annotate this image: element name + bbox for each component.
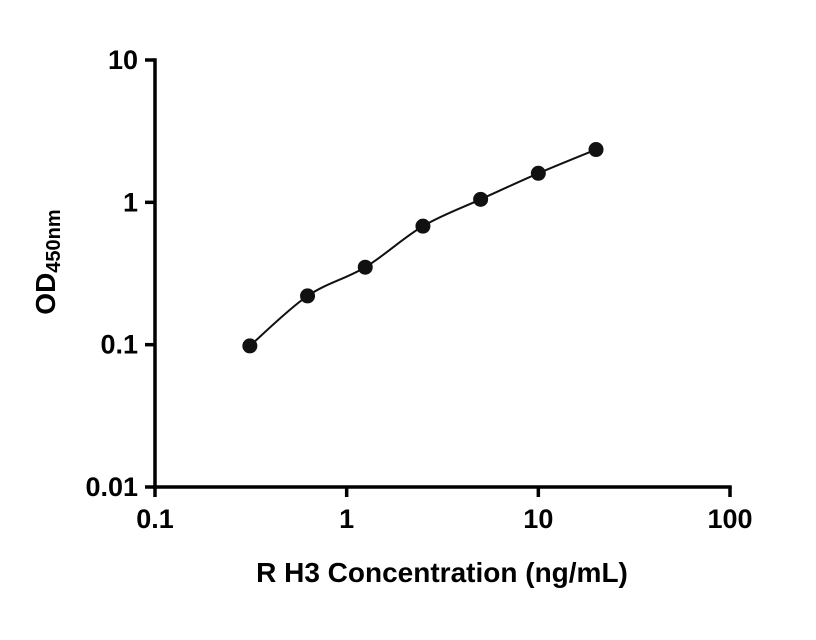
data-point [473,191,489,207]
data-point [530,165,546,181]
y-tick-label: 1 [123,187,138,217]
data-point [415,218,431,234]
x-tick-label: 10 [523,504,553,534]
x-axis-label: R H3 Concentration (ng/mL) [256,557,628,588]
y-tick-label: 0.1 [100,330,138,360]
y-axis-label: OD450nm [30,209,65,314]
x-tick-label: 0.1 [136,504,174,534]
y-tick-label: 10 [108,45,138,75]
data-series [242,142,604,354]
x-tick-label: 1 [339,504,354,534]
y-axis-label-subscript: 450nm [43,209,65,272]
data-point [242,338,258,354]
y-axis-label-main: OD [30,273,61,315]
y-tick-label: 0.01 [85,472,138,502]
data-point [300,288,316,304]
fit-curve [249,148,597,347]
x-tick-label: 100 [707,504,752,534]
axes [145,58,732,497]
data-point [357,259,373,275]
data-point [588,142,604,158]
